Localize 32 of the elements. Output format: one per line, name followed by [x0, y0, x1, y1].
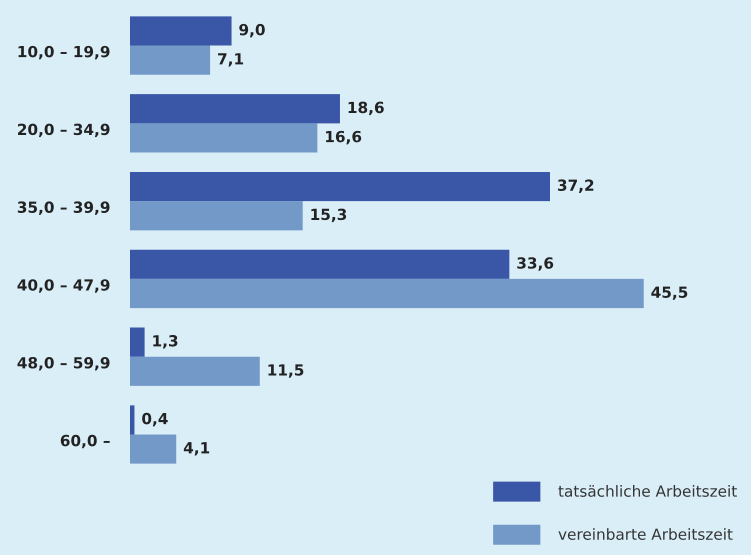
y-tick-label: 10,0 – 19,9 — [18, 46, 110, 60]
legend-label: tatsächliche Arbeitszeit — [558, 485, 737, 497]
bar — [130, 94, 340, 124]
y-tick-label: 60,0 – — [60, 434, 110, 448]
data-label: 9,0 — [239, 24, 265, 38]
bar — [130, 46, 210, 75]
y-tick-label: 40,0 – 47,9 — [18, 279, 110, 293]
bar — [130, 405, 134, 435]
data-label: 37,2 — [558, 179, 594, 193]
bar — [130, 201, 303, 230]
data-label: 45,5 — [651, 286, 688, 300]
data-label: 4,1 — [184, 442, 210, 456]
data-label: 16,6 — [326, 130, 362, 144]
bar — [130, 278, 644, 308]
data-label: 18,6 — [348, 102, 384, 116]
data-label: 7,1 — [218, 53, 244, 67]
bar — [130, 434, 176, 464]
data-label: 1,3 — [153, 335, 178, 349]
bar — [130, 16, 232, 46]
bar — [130, 172, 550, 202]
data-label: 11,5 — [268, 364, 304, 378]
y-tick-label: 35,0 – 39,9 — [18, 201, 110, 215]
bar — [130, 123, 318, 153]
y-tick-label: 48,0 – 59,9 — [18, 356, 110, 371]
data-label: 0,4 — [142, 412, 168, 426]
legend-label: vereinbarte Arbeitszeit — [558, 528, 733, 540]
bar — [130, 356, 260, 386]
data-label: 15,3 — [311, 208, 346, 222]
bar — [130, 250, 510, 279]
bar — [130, 328, 145, 357]
data-label: 33,6 — [517, 257, 554, 271]
y-tick-label: 20,0 – 34,9 — [18, 124, 110, 138]
